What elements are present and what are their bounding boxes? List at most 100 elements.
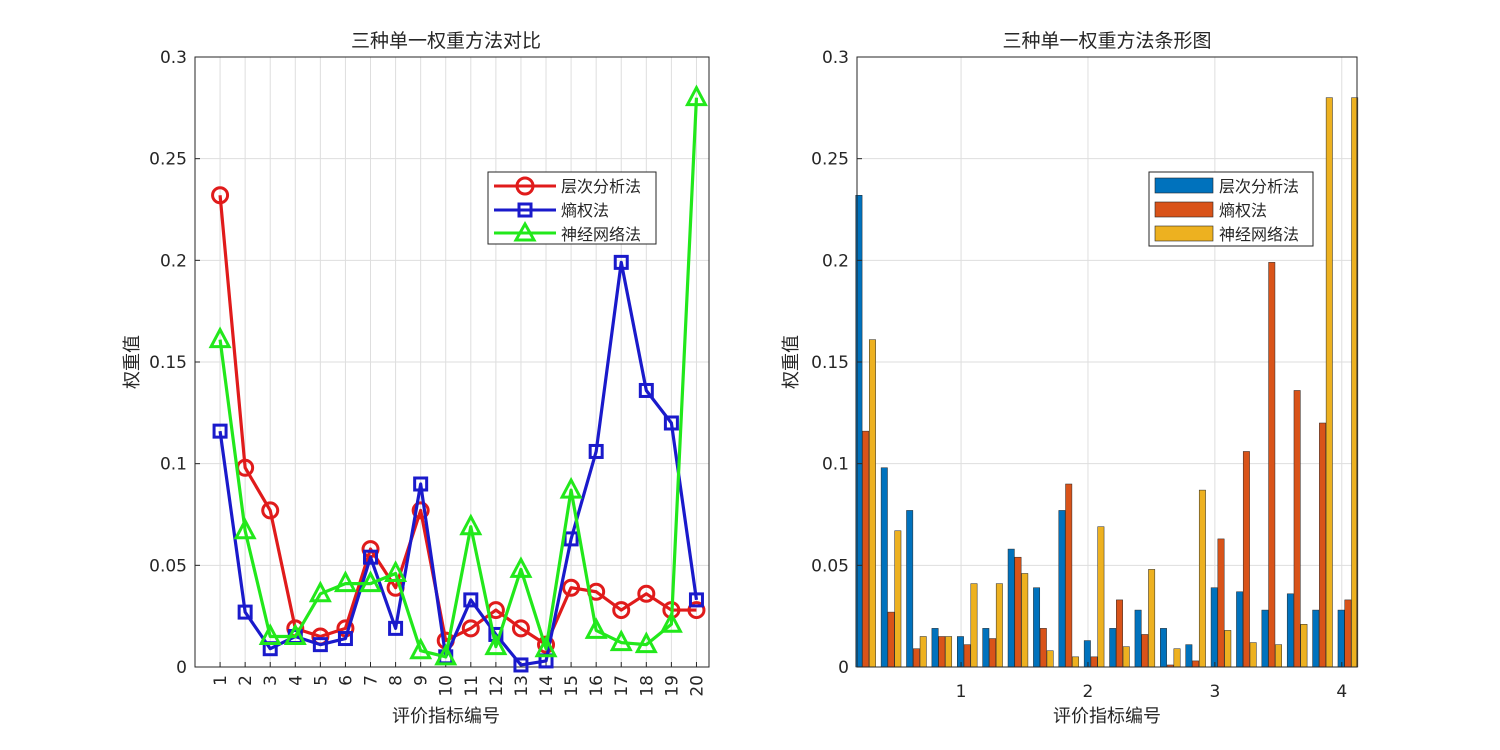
bar-xtick-label: 3 [1209,682,1220,702]
line-point-marker [609,629,633,652]
bar-legend-label-nn: 神经网络法 [1219,225,1299,244]
bar-2 [1097,526,1105,668]
line-xtick-label: 2 [236,675,256,686]
bar-legend-label-ahp: 层次分析法 [1219,177,1299,196]
line-xtick-label: 6 [336,675,356,686]
bar-1 [887,611,895,668]
bar-y-axis-label: 权重值 [781,335,802,389]
bar-2 [1021,573,1029,668]
bar-2 [1173,648,1181,668]
line-point-marker [509,556,533,578]
bar-2 [995,583,1003,668]
line-point-marker [411,501,430,520]
line-point-marker [434,643,458,666]
line-point-marker [484,633,508,656]
line-point-marker [684,84,708,107]
bar-xtick-label: 4 [1336,682,1347,702]
line-point-marker [659,611,683,633]
line-y-axis-label: 权重值 [122,335,143,389]
bar-2 [1072,656,1079,668]
line-xtick-label: 9 [412,675,432,686]
bar-2 [1325,97,1333,668]
line-y-ticks: 0 0.05 0.1 0.15 0.2 0.25 0.3 [149,48,200,678]
bar-ytick-label: 0.3 [822,48,849,68]
legend-label-ahp: 层次分析法 [561,177,641,196]
bar-y-ticks: 0 0.05 0.1 0.15 0.2 0.25 0.3 [811,48,862,678]
bar-2 [1300,624,1308,668]
line-point-marker [687,601,706,620]
bar-1 [913,648,920,668]
line-point-marker [663,415,679,431]
bar-ytick-label: 0.1 [822,455,849,475]
line-legend: 层次分析法 熵权法 神经网络法 [487,171,657,245]
bar-0 [1261,609,1269,668]
bar-2 [1046,650,1054,668]
line-xtick-label: 8 [387,675,407,686]
bar-xtick-label: 2 [1083,682,1094,702]
bar-0 [1007,548,1015,668]
line-chart-title: 三种单一权重方法对比 [351,30,541,52]
line-point-marker [363,549,379,565]
bar-2 [1148,569,1156,668]
bar-2 [1275,644,1282,668]
bar-1 [963,644,971,668]
bar-1 [938,636,946,668]
line-point-marker [283,623,307,645]
bar-0 [880,467,888,668]
line-point-marker [613,254,629,270]
bar-0 [1083,640,1091,668]
line-point-marker [634,631,658,654]
bar-1 [1293,390,1301,668]
line-point-marker [688,592,704,608]
bar-chart-title: 三种单一权重方法条形图 [1002,30,1211,52]
line-xtick-label: 5 [311,675,331,686]
bar-xtick-label: 1 [956,682,967,702]
bar-1 [862,430,870,668]
bar-0 [1236,591,1244,668]
bar-0 [1134,609,1142,668]
legend-swatch-ahp [1154,177,1214,194]
legend-label-nn: 神经网络法 [561,225,641,244]
bar-ytick-label: 0.2 [822,251,849,271]
line-point-marker [534,635,558,658]
line-point-marker [513,657,529,673]
bar-1 [1065,483,1073,668]
line-point-marker [384,560,408,582]
line-point-marker [409,637,433,660]
line-xtick-label: 12 [487,675,507,697]
bar-2 [1198,489,1206,668]
bar-0 [957,636,964,668]
line-xtick-label: 4 [286,675,306,686]
line-x-ticks: 1 2 3 4 5 6 7 8 9 10 11 12 13 14 15 16 17 18 19 20 [211,662,707,697]
bar-1 [1217,538,1225,668]
line-point-marker [333,570,357,593]
line-xtick-label: 15 [562,675,582,697]
line-xtick-label: 17 [612,675,632,697]
bar-1 [1116,599,1123,668]
line-ytick-label: 0.1 [160,455,187,475]
line-point-marker [261,501,280,520]
bar-legend-label-entropy: 熵权法 [1219,201,1267,220]
line-point-marker [637,584,656,603]
line-xtick-label: 19 [662,675,682,697]
line-point-marker [233,517,257,540]
bar-x-ticks: 1 2 3 4 [956,662,1347,702]
line-ytick-label: 0.15 [149,353,187,373]
line-series-group [208,84,708,673]
bar-1 [1268,262,1276,668]
line-point-marker [212,423,228,439]
bar-1 [1090,656,1098,668]
line-point-marker [463,592,479,608]
bar-0 [982,628,990,668]
bar-2 [919,636,927,668]
line-point-marker [211,186,230,205]
bar-2 [945,636,953,668]
line-xtick-label: 7 [362,675,382,686]
bar-1 [989,638,997,668]
bar-0 [906,510,914,668]
line-xtick-label: 10 [437,675,457,697]
legend-label-entropy: 熵权法 [561,201,609,220]
legend-circle-marker [515,176,535,196]
line-point-marker [337,631,353,647]
